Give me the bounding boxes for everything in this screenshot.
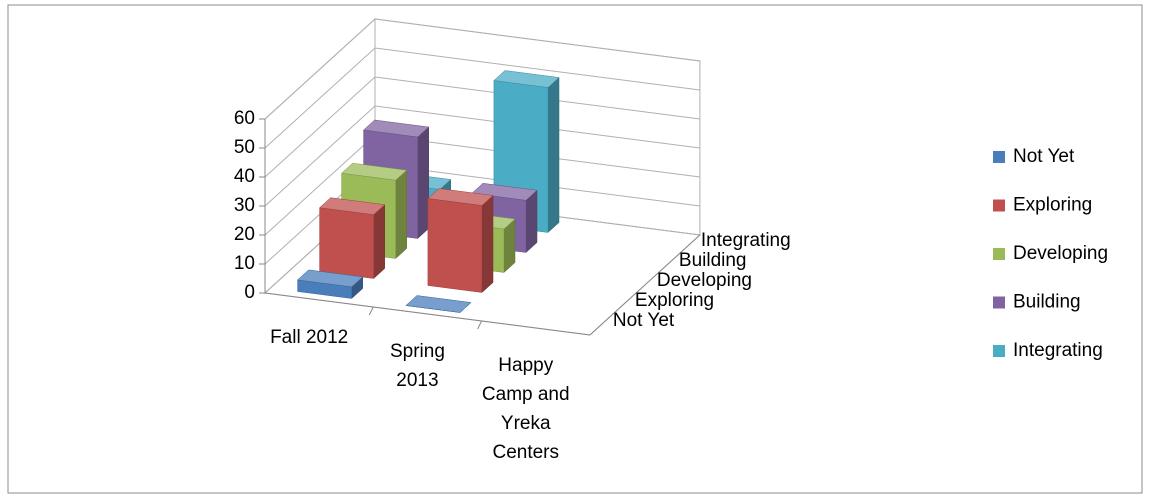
bar-side <box>417 126 429 240</box>
y-tick-label: 30 <box>234 195 255 216</box>
legend-swatch <box>993 345 1005 357</box>
y-tick-label: 50 <box>234 137 255 158</box>
bar-top <box>341 162 408 181</box>
grid-line <box>264 18 700 120</box>
bar-top <box>493 70 560 88</box>
bar-side <box>481 194 494 294</box>
legend-swatch <box>993 248 1005 260</box>
x-tick-mark <box>368 306 374 316</box>
bar-top <box>297 269 364 288</box>
bar-top <box>405 295 472 313</box>
x-axis <box>264 292 590 336</box>
bar-top <box>471 183 538 201</box>
bar-front <box>427 198 483 293</box>
y-tick-label: 60 <box>234 108 255 129</box>
bar-top <box>319 197 386 215</box>
bar-side <box>525 189 538 254</box>
grid-line <box>264 105 700 207</box>
bar-front <box>319 207 374 279</box>
legend-swatch <box>993 151 1005 163</box>
bar-side <box>547 76 560 234</box>
legend-label: Exploring <box>1013 195 1092 216</box>
y-tick-label: 20 <box>234 224 255 245</box>
y-tick-label: 40 <box>234 166 255 187</box>
legend-label: Not Yet <box>1013 146 1075 167</box>
bar-side <box>395 169 407 260</box>
grid-line <box>264 47 700 149</box>
bar-top <box>363 119 430 138</box>
grid-line <box>264 76 700 178</box>
legend-swatch <box>993 296 1005 309</box>
x-tick-mark <box>477 320 483 330</box>
depth-tick-label: Developing <box>657 270 752 291</box>
bar-top <box>427 188 494 206</box>
depth-tick-label: Not Yet <box>613 310 675 331</box>
x-tick-label: Spring 2013 <box>390 341 445 391</box>
depth-axis <box>589 234 701 336</box>
y-tick-label: 0 <box>244 282 255 303</box>
depth-tick-label: Exploring <box>635 290 714 311</box>
depth-tick-label: Integrating <box>701 230 791 251</box>
legend-label: Integrating <box>1013 340 1103 361</box>
y-tick-label: 10 <box>234 253 255 274</box>
x-tick-label: Fall 2012 <box>270 327 348 348</box>
legend-swatch <box>993 199 1005 212</box>
bar-side <box>373 204 385 280</box>
depth-tick-label: Building <box>679 250 747 271</box>
legend-label: Building <box>1013 292 1081 313</box>
legend-label: Developing <box>1013 243 1108 264</box>
x-tick-label: Happy Camp and Yreka Centers <box>482 355 570 463</box>
